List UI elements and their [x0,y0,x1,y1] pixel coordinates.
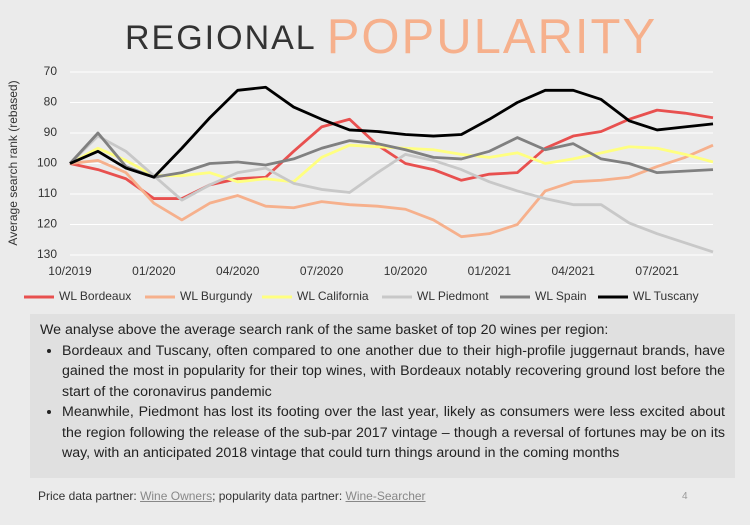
legend-label: WL Tuscany [633,289,699,303]
x-tick-label: 07/2020 [300,264,344,278]
series-line [69,134,714,254]
series-line [69,85,714,179]
x-tick-label: 01/2020 [132,264,176,278]
bullet: Meanwhile, Piedmont has lost its footing… [62,402,725,464]
x-tick-label: 04/2020 [216,264,260,278]
y-tick-label: 90 [44,125,58,139]
series-line [69,143,714,239]
y-tick-label: 130 [37,247,57,261]
bullets: Bordeaux and Tuscany, often compared to … [40,341,725,464]
bullet: Bordeaux and Tuscany, often compared to … [62,341,725,403]
x-tick-label: 10/2020 [384,264,428,278]
series-line [69,108,714,200]
legend-label: WL Burgundy [180,289,252,303]
title: REGIONAL POPULARITY [125,10,657,64]
footer-text: ; popularity data partner: [212,489,343,503]
x-tick-label: 07/2021 [635,264,679,278]
footer: Price data partner: Wine Owners; popular… [38,489,426,503]
y-tick-label: 80 [44,95,58,109]
legend-label: WL Bordeaux [59,289,131,303]
y-axis-label: Average search rank (rebased) [6,80,20,245]
intro: We analyse above the average search rank… [40,322,609,338]
page-number: 4 [682,491,688,502]
text-box: We analyse above the average search rank… [30,314,735,478]
footer-text: Price data partner: [38,489,137,503]
link[interactable]: Wine-Searcher [345,489,426,503]
x-tick-label: 04/2021 [552,264,596,278]
legend-label: WL California [297,289,369,303]
y-tick-label: 70 [44,64,58,78]
chart: REGIONAL POPULARITY Average search rank (… [6,10,714,303]
x-tick-label: 10/2019 [48,264,92,278]
series-line [68,131,714,179]
x-tick-label: 01/2021 [468,264,512,278]
legend-label: WL Piedmont [417,289,489,303]
legend-label: WL Spain [535,289,587,303]
link[interactable]: Wine Owners [140,489,213,503]
y-tick-label: 110 [38,186,57,200]
title-main: REGIONAL [125,19,317,57]
title-highlight: POPULARITY [327,10,657,64]
y-tick-label: 100 [37,156,57,170]
y-tick-label: 120 [37,217,57,231]
